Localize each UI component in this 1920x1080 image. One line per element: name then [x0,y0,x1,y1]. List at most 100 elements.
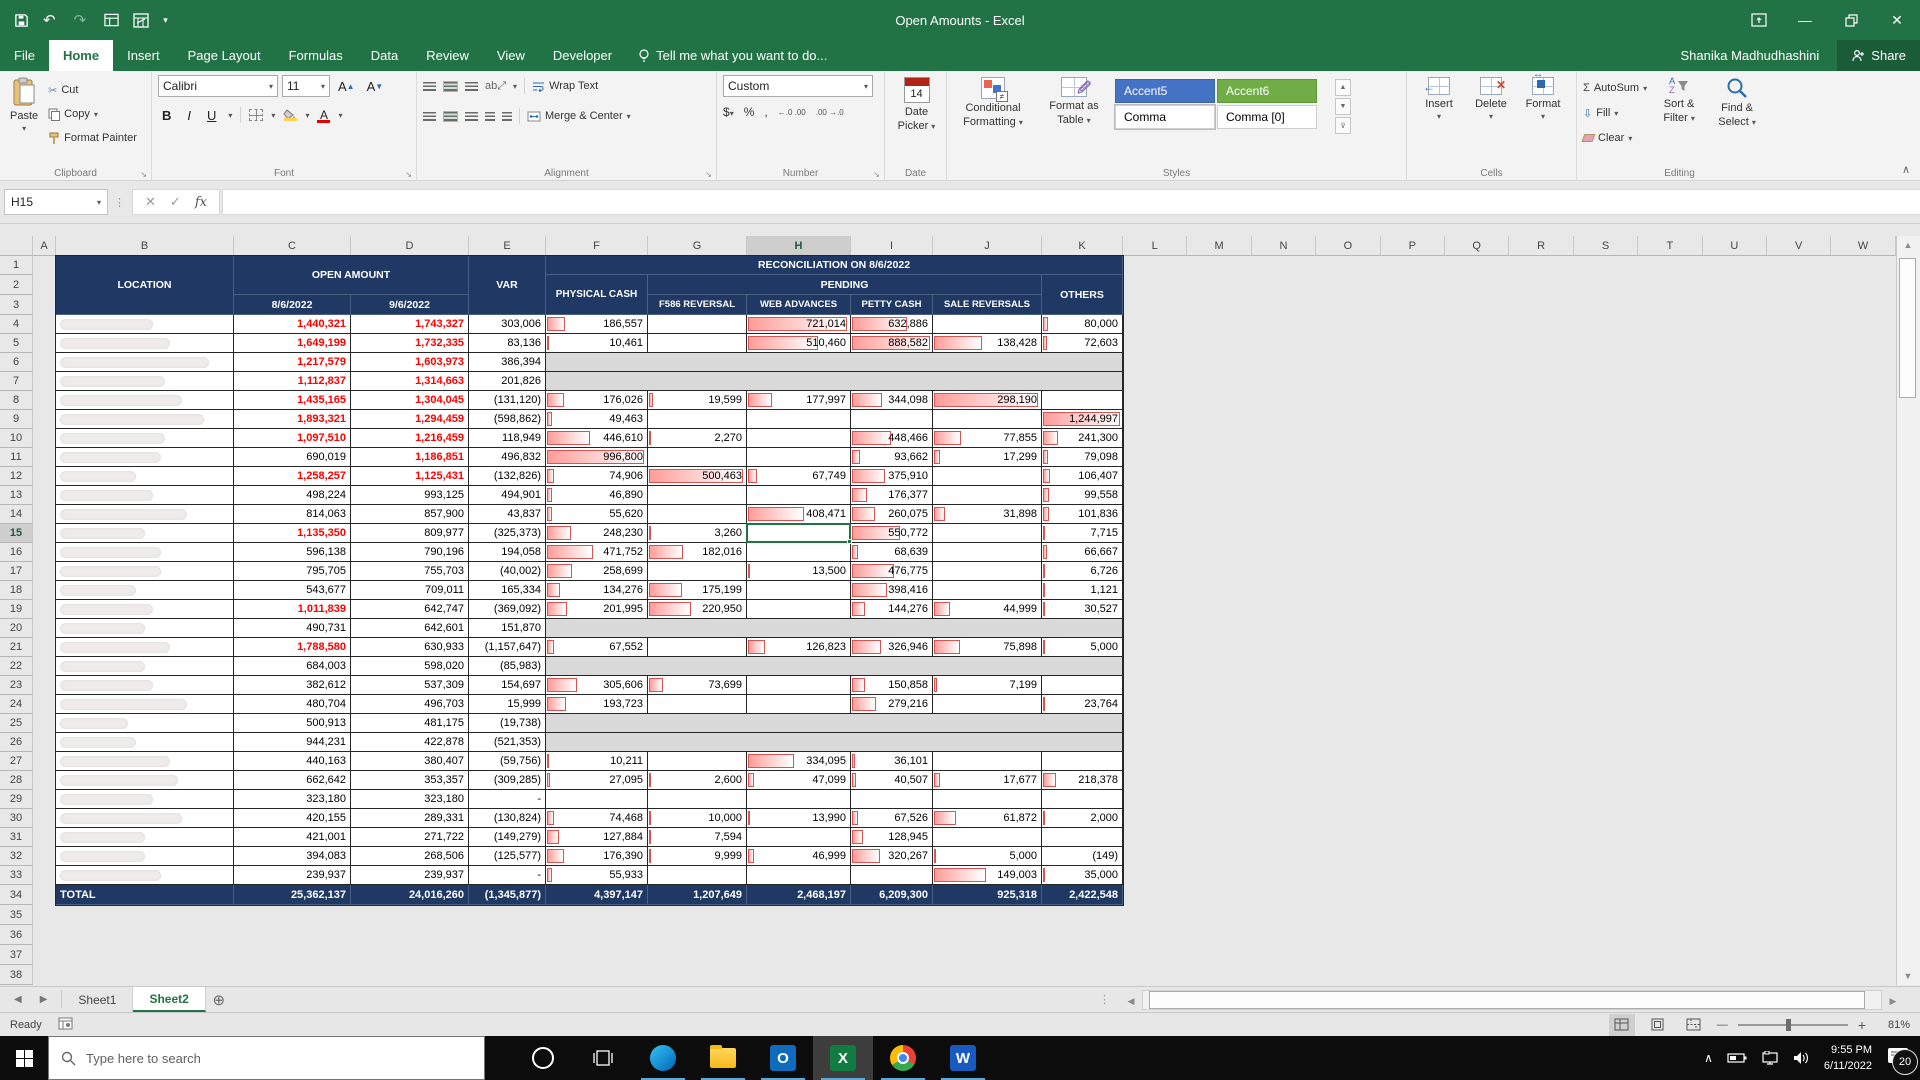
cell-D23[interactable]: 537,309 [351,676,469,695]
grey-band-row-20[interactable] [546,619,1123,638]
row-header-19[interactable]: 19 [0,600,33,619]
total-cell-J[interactable]: 925,318 [933,885,1042,905]
cell-H5[interactable]: 510,460 [747,334,851,353]
cell-F23[interactable]: 305,606 [546,676,648,695]
row-header-8[interactable]: 8 [0,391,33,410]
header-cell-open-amount[interactable]: OPEN AMOUNT [234,256,469,295]
cell-K9[interactable]: 1,244,997 [1042,410,1123,429]
cell-K19[interactable]: 30,527 [1042,600,1123,619]
cell-G27[interactable] [648,752,747,771]
format-painter-button[interactable]: Format Painter [48,127,137,149]
cell-E6[interactable]: 386,394 [469,353,546,372]
cell-K18[interactable]: 1,121 [1042,581,1123,600]
task-view-button[interactable] [573,1036,633,1080]
decrease-decimal-icon[interactable]: .00 →.0 [815,107,844,117]
row-header-38[interactable]: 38 [0,965,33,985]
cell-F27[interactable]: 10,211 [546,752,648,771]
cell-B18[interactable] [56,581,234,600]
increase-indent-icon[interactable] [502,111,512,121]
tab-view[interactable]: View [496,48,525,63]
header-cell-date1[interactable]: 8/6/2022 [234,295,351,315]
cell-F31[interactable]: 127,884 [546,828,648,847]
row-header-33[interactable]: 33 [0,866,33,885]
tell-me-box[interactable]: Tell me what you want to do... [626,40,839,71]
cell-B17[interactable] [56,562,234,581]
sheet-tab-sheet1[interactable]: Sheet1 [62,987,134,1012]
restore-icon[interactable] [1828,0,1874,40]
cell-F12[interactable]: 74,906 [546,467,648,486]
cell-H8[interactable]: 177,997 [747,391,851,410]
cell-K33[interactable]: 35,000 [1042,866,1123,885]
row-header-35[interactable]: 35 [0,905,33,925]
date-picker-button[interactable]: 14 Date Picker ▾ [891,75,942,161]
cell-H21[interactable]: 126,823 [747,638,851,657]
row-header-17[interactable]: 17 [0,562,33,581]
cell-C29[interactable]: 323,180 [234,790,351,809]
cell-H24[interactable] [747,695,851,714]
cell-F17[interactable]: 258,699 [546,562,648,581]
borders-icon[interactable] [249,109,264,121]
number-format-combo[interactable]: Custom ▾ [723,75,873,97]
header-cell-var[interactable]: VAR [469,256,546,315]
cell-H9[interactable] [747,410,851,429]
zoom-in-icon[interactable]: + [1857,1016,1866,1033]
cell-E33[interactable]: - [469,866,546,885]
insert-cells-button[interactable]: ← Insert ▾ [1413,75,1465,161]
cell-D19[interactable]: 642,747 [351,600,469,619]
cell-B24[interactable] [56,695,234,714]
cell-I28[interactable]: 40,507 [851,771,933,790]
cell-D11[interactable]: 1,186,851 [351,448,469,467]
cell-I5[interactable]: 888,582 [851,334,933,353]
cancel-icon[interactable]: ✕ [145,194,156,209]
outlook-app-button[interactable]: O [753,1036,813,1080]
middle-align-icon[interactable] [443,80,458,92]
style-comma[interactable]: Comma [1114,104,1216,130]
taskbar-clock[interactable]: 9:55 PM 6/11/2022 [1823,1043,1872,1073]
start-button[interactable] [0,1036,48,1080]
cell-I10[interactable]: 448,466 [851,429,933,448]
cell-K10[interactable]: 241,300 [1042,429,1123,448]
cell-D10[interactable]: 1,216,459 [351,429,469,448]
cell-B26[interactable] [56,733,234,752]
cell-I16[interactable]: 68,639 [851,543,933,562]
cell-C8[interactable]: 1,435,165 [234,391,351,410]
cell-C17[interactable]: 795,705 [234,562,351,581]
cell-G33[interactable] [648,866,747,885]
row-header-28[interactable]: 28 [0,771,33,790]
cell-D8[interactable]: 1,304,045 [351,391,469,410]
cell-F16[interactable]: 471,752 [546,543,648,562]
row-header-16[interactable]: 16 [0,543,33,562]
header-cell-reconciliation[interactable]: RECONCILIATION ON 8/6/2022 [546,256,1123,275]
cell-H29[interactable] [747,790,851,809]
tab-file[interactable]: File [14,48,35,63]
format-cells-button[interactable]: ↔ Format ▾ [1525,69,1561,121]
clear-button[interactable]: Clear ▾ [1581,127,1647,149]
cell-G28[interactable]: 2,600 [648,771,747,790]
row-header-24[interactable]: 24 [0,695,33,714]
cell-I12[interactable]: 375,910 [851,467,933,486]
cell-E9[interactable]: (598,862) [469,410,546,429]
zoom-level[interactable]: 81% [1887,1018,1910,1031]
column-header-J[interactable]: J [933,236,1042,256]
cell-J23[interactable]: 7,199 [933,676,1042,695]
custom-qat-icon-1[interactable] [104,13,119,27]
cell-C33[interactable]: 239,937 [234,866,351,885]
cell-G30[interactable]: 10,000 [648,809,747,828]
file-explorer-app-button[interactable] [693,1036,753,1080]
row-header-18[interactable]: 18 [0,581,33,600]
cell-E4[interactable]: 303,006 [469,315,546,334]
cell-F13[interactable]: 46,890 [546,486,648,505]
cell-K24[interactable]: 23,764 [1042,695,1123,714]
tab-developer[interactable]: Developer [552,48,613,63]
cell-I4[interactable]: 632,886 [851,315,933,334]
cell-F11[interactable]: 996,800 [546,448,648,467]
zoom-out-icon[interactable]: — [1716,1018,1728,1031]
cell-E28[interactable]: (309,285) [469,771,546,790]
cell-F18[interactable]: 134,276 [546,581,648,600]
cell-J4[interactable] [933,315,1042,334]
cell-C5[interactable]: 1,649,199 [234,334,351,353]
header-cell-pending[interactable]: PENDING [648,275,1042,295]
cell-D16[interactable]: 790,196 [351,543,469,562]
style-comma0[interactable]: Comma [0] [1217,105,1317,129]
cell-B19[interactable] [56,600,234,619]
